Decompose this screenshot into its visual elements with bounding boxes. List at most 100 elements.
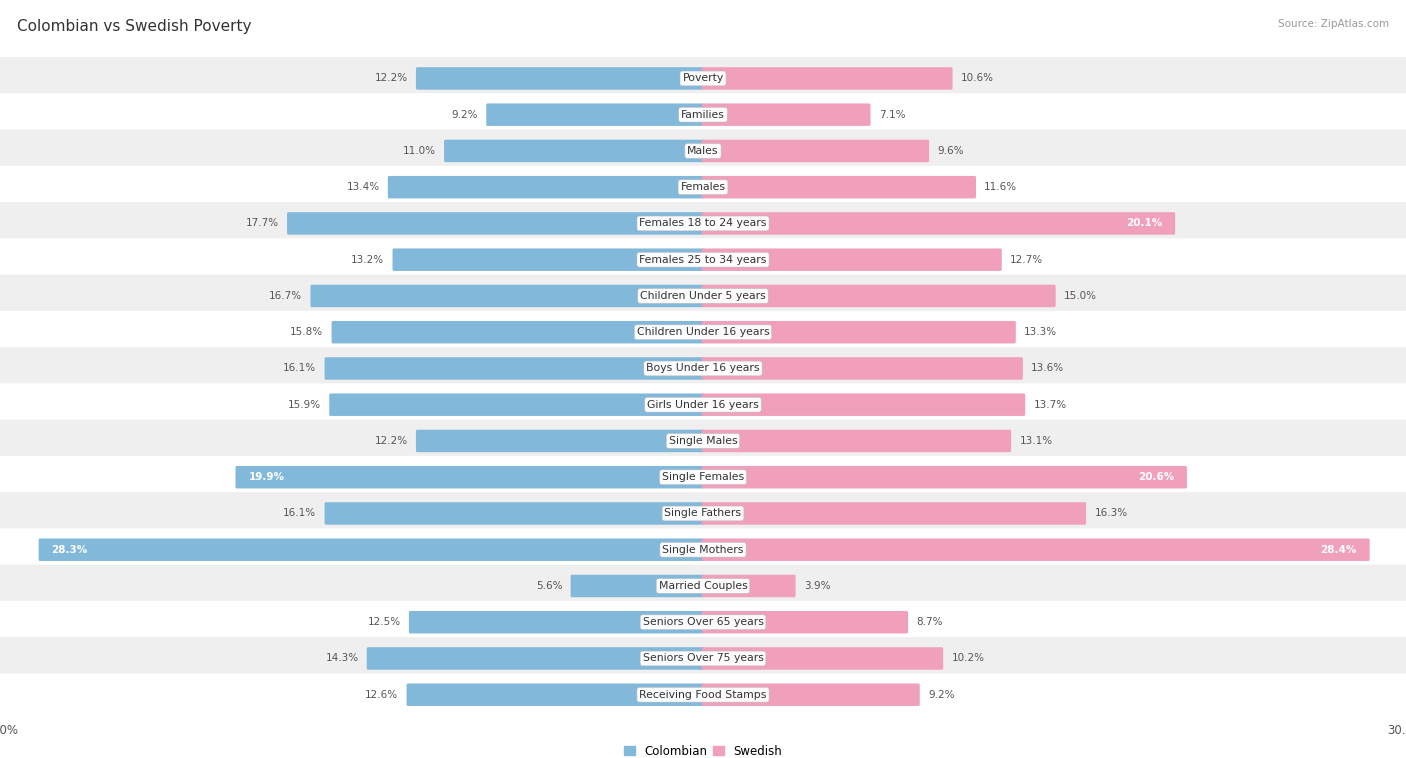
FancyBboxPatch shape: [702, 249, 1001, 271]
FancyBboxPatch shape: [702, 393, 1025, 416]
Text: 5.6%: 5.6%: [536, 581, 562, 591]
Text: Colombian vs Swedish Poverty: Colombian vs Swedish Poverty: [17, 19, 252, 34]
FancyBboxPatch shape: [0, 456, 1406, 499]
FancyBboxPatch shape: [702, 684, 920, 706]
Text: 13.1%: 13.1%: [1019, 436, 1053, 446]
FancyBboxPatch shape: [702, 503, 1087, 525]
Text: 13.4%: 13.4%: [346, 182, 380, 193]
Text: 9.2%: 9.2%: [928, 690, 955, 700]
Text: Seniors Over 65 years: Seniors Over 65 years: [643, 617, 763, 627]
FancyBboxPatch shape: [311, 285, 704, 307]
FancyBboxPatch shape: [571, 575, 704, 597]
Text: Males: Males: [688, 146, 718, 156]
FancyBboxPatch shape: [702, 139, 929, 162]
Text: 13.2%: 13.2%: [352, 255, 384, 265]
FancyBboxPatch shape: [702, 430, 1011, 453]
Text: 28.3%: 28.3%: [52, 545, 87, 555]
Text: 13.3%: 13.3%: [1024, 327, 1057, 337]
Text: Children Under 5 years: Children Under 5 years: [640, 291, 766, 301]
FancyBboxPatch shape: [486, 103, 704, 126]
FancyBboxPatch shape: [367, 647, 704, 670]
FancyBboxPatch shape: [0, 673, 1406, 716]
FancyBboxPatch shape: [0, 202, 1406, 245]
FancyBboxPatch shape: [702, 67, 953, 89]
FancyBboxPatch shape: [702, 321, 1015, 343]
Text: Boys Under 16 years: Boys Under 16 years: [647, 363, 759, 374]
FancyBboxPatch shape: [0, 601, 1406, 644]
FancyBboxPatch shape: [409, 611, 704, 634]
FancyBboxPatch shape: [0, 130, 1406, 172]
FancyBboxPatch shape: [325, 503, 704, 525]
FancyBboxPatch shape: [325, 357, 704, 380]
FancyBboxPatch shape: [702, 466, 1187, 488]
FancyBboxPatch shape: [332, 321, 704, 343]
Text: 16.1%: 16.1%: [283, 509, 316, 518]
Text: Single Fathers: Single Fathers: [665, 509, 741, 518]
Text: Females 25 to 34 years: Females 25 to 34 years: [640, 255, 766, 265]
Text: 15.8%: 15.8%: [290, 327, 323, 337]
FancyBboxPatch shape: [702, 357, 1024, 380]
Text: 12.2%: 12.2%: [374, 74, 408, 83]
FancyBboxPatch shape: [702, 647, 943, 670]
Text: 28.4%: 28.4%: [1320, 545, 1357, 555]
FancyBboxPatch shape: [702, 538, 1369, 561]
Text: 14.3%: 14.3%: [325, 653, 359, 663]
FancyBboxPatch shape: [0, 238, 1406, 281]
Legend: Colombian, Swedish: Colombian, Swedish: [620, 740, 786, 758]
Text: 15.0%: 15.0%: [1064, 291, 1097, 301]
FancyBboxPatch shape: [0, 57, 1406, 100]
Text: Females 18 to 24 years: Females 18 to 24 years: [640, 218, 766, 228]
Text: 8.7%: 8.7%: [917, 617, 943, 627]
Text: 15.9%: 15.9%: [288, 399, 321, 410]
FancyBboxPatch shape: [0, 93, 1406, 136]
Text: Seniors Over 75 years: Seniors Over 75 years: [643, 653, 763, 663]
FancyBboxPatch shape: [0, 274, 1406, 318]
FancyBboxPatch shape: [0, 492, 1406, 535]
Text: 7.1%: 7.1%: [879, 110, 905, 120]
Text: Married Couples: Married Couples: [658, 581, 748, 591]
FancyBboxPatch shape: [702, 575, 796, 597]
Text: 17.7%: 17.7%: [246, 218, 278, 228]
Text: Single Mothers: Single Mothers: [662, 545, 744, 555]
FancyBboxPatch shape: [702, 103, 870, 126]
Text: 20.6%: 20.6%: [1137, 472, 1174, 482]
FancyBboxPatch shape: [0, 420, 1406, 462]
FancyBboxPatch shape: [406, 684, 704, 706]
Text: 10.6%: 10.6%: [960, 74, 994, 83]
Text: 12.2%: 12.2%: [374, 436, 408, 446]
Text: 9.6%: 9.6%: [938, 146, 965, 156]
Text: Single Females: Single Females: [662, 472, 744, 482]
FancyBboxPatch shape: [702, 285, 1056, 307]
Text: 12.6%: 12.6%: [366, 690, 398, 700]
Text: 3.9%: 3.9%: [804, 581, 831, 591]
FancyBboxPatch shape: [0, 528, 1406, 571]
FancyBboxPatch shape: [0, 166, 1406, 208]
Text: 11.6%: 11.6%: [984, 182, 1018, 193]
Text: 12.5%: 12.5%: [367, 617, 401, 627]
Text: 16.7%: 16.7%: [269, 291, 302, 301]
FancyBboxPatch shape: [0, 637, 1406, 680]
FancyBboxPatch shape: [0, 311, 1406, 353]
FancyBboxPatch shape: [0, 347, 1406, 390]
Text: Source: ZipAtlas.com: Source: ZipAtlas.com: [1278, 19, 1389, 29]
Text: Single Males: Single Males: [669, 436, 737, 446]
FancyBboxPatch shape: [329, 393, 704, 416]
Text: Families: Families: [681, 110, 725, 120]
FancyBboxPatch shape: [392, 249, 704, 271]
Text: 10.2%: 10.2%: [952, 653, 984, 663]
Text: Children Under 16 years: Children Under 16 years: [637, 327, 769, 337]
Text: 16.1%: 16.1%: [283, 363, 316, 374]
Text: Poverty: Poverty: [682, 74, 724, 83]
FancyBboxPatch shape: [236, 466, 704, 488]
FancyBboxPatch shape: [444, 139, 704, 162]
FancyBboxPatch shape: [702, 611, 908, 634]
Text: 11.0%: 11.0%: [404, 146, 436, 156]
FancyBboxPatch shape: [287, 212, 704, 235]
Text: Receiving Food Stamps: Receiving Food Stamps: [640, 690, 766, 700]
FancyBboxPatch shape: [388, 176, 704, 199]
Text: 20.1%: 20.1%: [1126, 218, 1163, 228]
Text: 13.6%: 13.6%: [1031, 363, 1064, 374]
FancyBboxPatch shape: [0, 384, 1406, 426]
FancyBboxPatch shape: [702, 212, 1175, 235]
Text: 19.9%: 19.9%: [249, 472, 284, 482]
